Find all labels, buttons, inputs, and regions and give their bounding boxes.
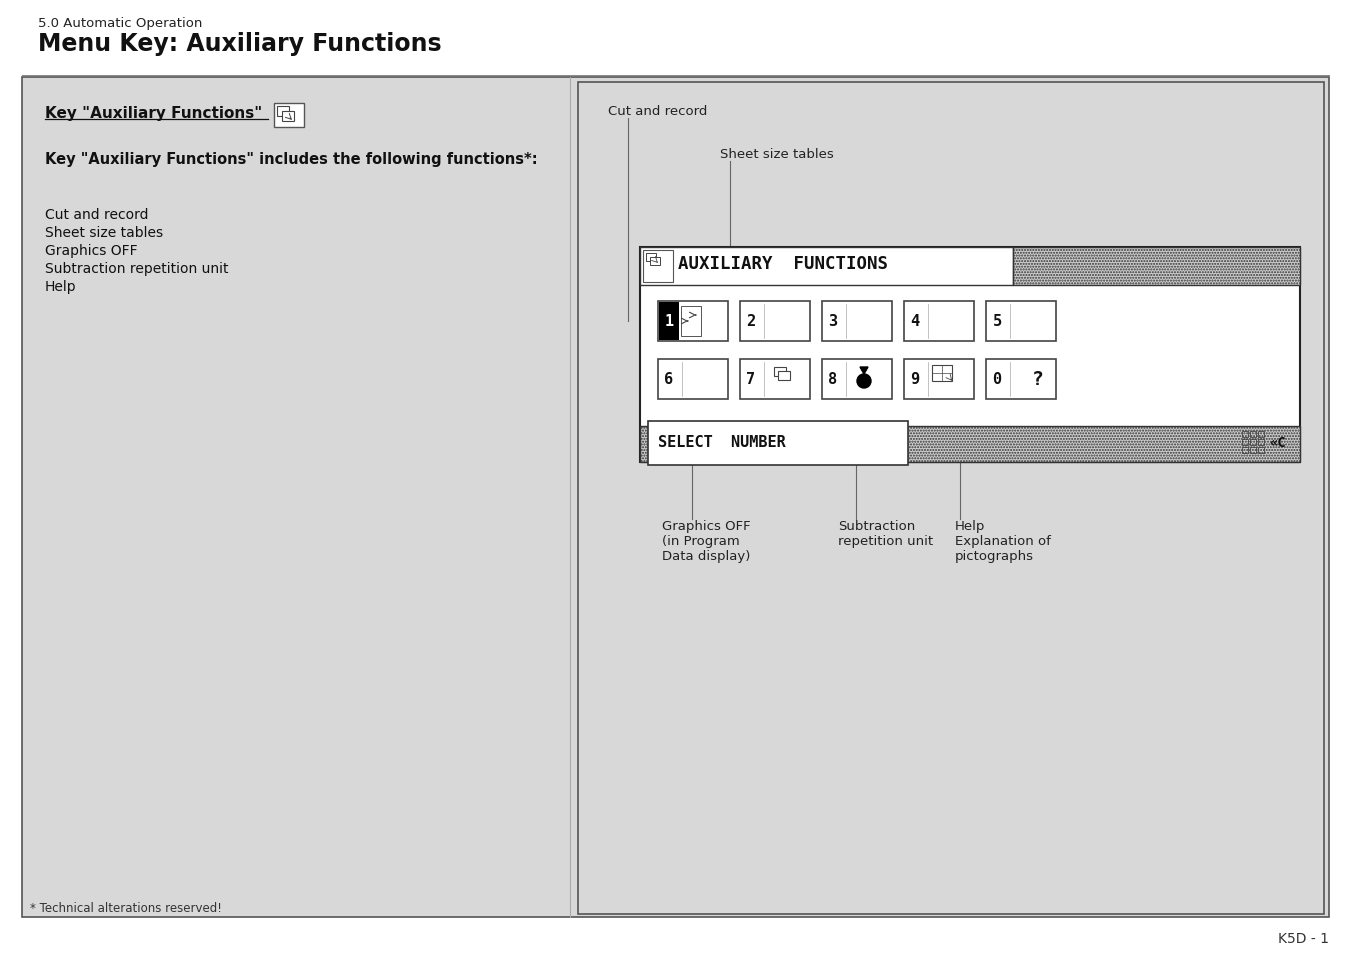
Bar: [986, 302, 1056, 341]
Bar: [1242, 448, 1248, 454]
Text: 9: 9: [911, 372, 920, 387]
Text: Graphics OFF
(in Program
Data display): Graphics OFF (in Program Data display): [662, 519, 751, 562]
Text: K5D - 1: K5D - 1: [1278, 931, 1329, 945]
Bar: [1258, 439, 1265, 446]
Bar: [643, 251, 673, 283]
Bar: [646, 253, 657, 262]
Text: 4: 4: [911, 314, 920, 329]
Text: 6: 6: [665, 372, 674, 387]
Bar: [821, 302, 892, 341]
Bar: [648, 421, 908, 465]
Text: 2: 2: [747, 314, 755, 329]
Text: 0: 0: [993, 372, 1001, 387]
Text: Cut and record: Cut and record: [45, 208, 149, 222]
Bar: [1242, 432, 1248, 437]
Text: ?: ?: [1032, 370, 1044, 389]
Bar: [740, 359, 811, 399]
Bar: [778, 372, 790, 380]
Bar: [0, 0, 1351, 76]
Bar: [986, 359, 1056, 399]
Bar: [1242, 439, 1248, 446]
Bar: [1258, 448, 1265, 454]
Text: Menu Key: Auxiliary Functions: Menu Key: Auxiliary Functions: [38, 32, 442, 56]
Text: 8: 8: [828, 372, 838, 387]
Bar: [650, 257, 661, 266]
Text: Cut and record: Cut and record: [608, 105, 708, 118]
Bar: [932, 366, 952, 381]
Text: Sheet size tables: Sheet size tables: [720, 148, 834, 161]
Text: Key "Auxiliary Functions" includes the following functions*:: Key "Auxiliary Functions" includes the f…: [45, 152, 538, 167]
Bar: [821, 359, 892, 399]
Text: Key "Auxiliary Functions": Key "Auxiliary Functions": [45, 106, 262, 121]
Bar: [740, 302, 811, 341]
Bar: [640, 427, 1300, 462]
Text: 5: 5: [993, 314, 1001, 329]
Polygon shape: [861, 368, 867, 375]
Bar: [274, 104, 304, 128]
Text: Sheet size tables: Sheet size tables: [45, 226, 163, 240]
Text: AUXILIARY  FUNCTIONS: AUXILIARY FUNCTIONS: [678, 254, 888, 273]
Bar: [774, 368, 786, 376]
Bar: [578, 83, 1324, 914]
Bar: [1258, 432, 1265, 437]
Bar: [659, 303, 680, 340]
Bar: [681, 307, 701, 336]
Bar: [658, 359, 728, 399]
Bar: [1250, 439, 1256, 446]
Circle shape: [857, 375, 871, 389]
Text: «C: «C: [1270, 436, 1286, 450]
Text: 1: 1: [665, 314, 674, 329]
Text: 3: 3: [828, 314, 838, 329]
Bar: [282, 112, 295, 122]
Bar: [277, 107, 289, 117]
Text: Help: Help: [45, 280, 77, 294]
Bar: [904, 302, 974, 341]
Text: Subtraction
repetition unit: Subtraction repetition unit: [838, 519, 934, 547]
Bar: [904, 359, 974, 399]
Text: 7: 7: [747, 372, 755, 387]
Text: SELECT  NUMBER: SELECT NUMBER: [658, 435, 786, 450]
Bar: [640, 248, 1300, 462]
Text: * Technical alterations reserved!: * Technical alterations reserved!: [30, 901, 222, 914]
Bar: [22, 78, 1329, 917]
Text: Graphics OFF: Graphics OFF: [45, 244, 138, 257]
Bar: [1250, 432, 1256, 437]
Bar: [658, 302, 728, 341]
Bar: [1013, 248, 1300, 286]
Bar: [1250, 448, 1256, 454]
Text: Help
Explanation of
pictographs: Help Explanation of pictographs: [955, 519, 1051, 562]
Bar: [640, 248, 1013, 286]
Text: Subtraction repetition unit: Subtraction repetition unit: [45, 262, 228, 275]
Text: 5.0 Automatic Operation: 5.0 Automatic Operation: [38, 17, 203, 30]
